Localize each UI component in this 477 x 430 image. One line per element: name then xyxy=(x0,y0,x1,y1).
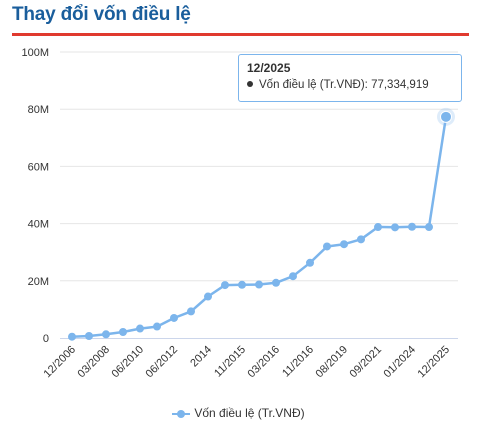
data-point xyxy=(357,235,365,244)
data-point xyxy=(306,258,314,267)
series-line xyxy=(71,116,448,338)
tooltip-title: 12/2025 xyxy=(247,61,291,75)
legend-marker-icon xyxy=(172,409,191,419)
x-tick-label: 12/2025 xyxy=(416,344,453,381)
x-tick-label: 01/2024 xyxy=(382,344,419,381)
tooltip-row: Vốn điều lệ (Tr.VNĐ): 77,334,919 xyxy=(247,79,453,91)
y-tick-label: 40M xyxy=(28,219,49,231)
data-point-highlighted xyxy=(440,110,452,123)
x-tick-label: 03/2008 xyxy=(76,344,113,381)
data-point xyxy=(102,330,110,339)
data-point xyxy=(289,272,297,281)
y-tick-label: 20M xyxy=(28,276,49,288)
x-tick-label: 06/2012 xyxy=(144,344,181,381)
x-tick-label: 08/2019 xyxy=(314,344,351,381)
tooltip-bullet-icon xyxy=(247,80,253,87)
legend-label: Vốn điều lệ (Tr.VNĐ) xyxy=(194,406,305,420)
data-point xyxy=(238,280,246,289)
y-tick-label: 60M xyxy=(28,161,49,173)
title-underline xyxy=(12,33,469,36)
x-tick-label: 12/2006 xyxy=(42,344,79,381)
legend[interactable]: Vốn điều lệ (Tr.VNĐ) xyxy=(0,406,477,420)
x-tick-label: 03/2016 xyxy=(246,344,283,381)
data-point xyxy=(204,292,212,301)
tooltip: 12/2025 Vốn điều lệ (Tr.VNĐ): 77,334,919 xyxy=(238,54,462,102)
data-point xyxy=(136,324,144,333)
y-tick-label: 80M xyxy=(28,104,49,116)
data-point xyxy=(153,322,161,331)
x-tick-label: 2014 xyxy=(188,344,214,370)
data-point xyxy=(119,327,127,336)
data-point xyxy=(85,331,93,340)
chart-title: Thay đổi vốn điều lệ xyxy=(12,4,191,25)
data-point xyxy=(340,240,348,249)
y-tick-label: 0 xyxy=(43,333,49,345)
data-point xyxy=(68,332,76,341)
data-point xyxy=(323,242,331,251)
tooltip-series-label: Vốn điều lệ (Tr.VNĐ) xyxy=(259,79,365,91)
tooltip-value: 77,334,919 xyxy=(371,79,429,91)
x-tick-label: 11/2015 xyxy=(212,344,248,380)
data-point xyxy=(408,222,416,231)
data-point xyxy=(255,280,263,289)
data-point xyxy=(221,281,229,290)
x-tick-label: 06/2010 xyxy=(110,344,147,381)
x-tick-label: 09/2021 xyxy=(348,344,385,381)
data-point xyxy=(374,223,382,232)
data-point xyxy=(391,223,399,232)
y-tick-label: 100M xyxy=(21,47,49,59)
data-point xyxy=(170,313,178,322)
x-tick-label: 11/2016 xyxy=(280,344,316,380)
data-point xyxy=(187,307,195,316)
series-layer xyxy=(68,107,455,341)
data-point xyxy=(272,278,280,287)
data-point xyxy=(425,223,433,232)
y-axis-ticks: 0 20M 40M 60M 80M 100M xyxy=(21,47,49,345)
